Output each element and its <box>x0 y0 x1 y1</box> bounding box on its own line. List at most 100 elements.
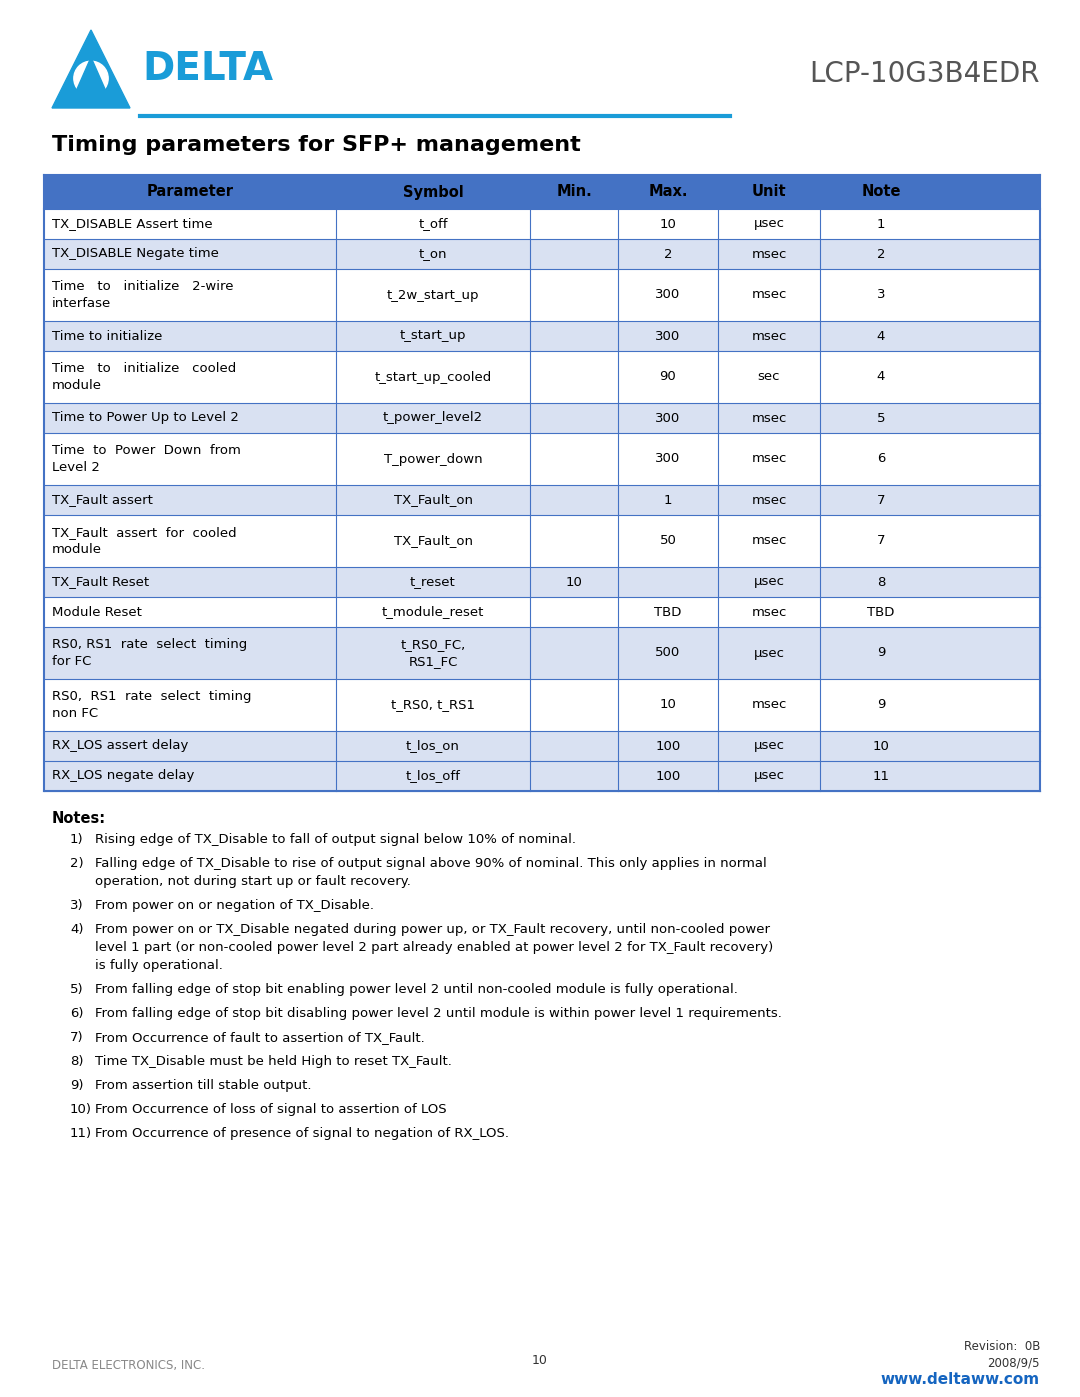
Text: 8): 8) <box>70 1055 83 1067</box>
Text: Falling edge of TX_Disable to rise of output signal above 90% of nominal. This o: Falling edge of TX_Disable to rise of ou… <box>95 856 767 888</box>
Text: 300: 300 <box>656 289 680 302</box>
Text: µsec: µsec <box>754 218 784 231</box>
Text: 9): 9) <box>70 1078 83 1092</box>
Bar <box>44 597 1040 627</box>
Text: t_power_level2: t_power_level2 <box>383 412 483 425</box>
Text: µsec: µsec <box>754 739 784 753</box>
Text: 9: 9 <box>877 698 886 711</box>
Text: 3: 3 <box>877 289 886 302</box>
Text: Timing parameters for SFP+ management: Timing parameters for SFP+ management <box>52 136 581 155</box>
Text: 10: 10 <box>532 1354 548 1366</box>
Text: 500: 500 <box>656 647 680 659</box>
Bar <box>44 239 1040 270</box>
Text: Module Reset: Module Reset <box>52 605 141 619</box>
Text: 50: 50 <box>660 535 676 548</box>
Text: Time  to  Power  Down  from
Level 2: Time to Power Down from Level 2 <box>52 444 241 474</box>
Text: www.deltaww.com: www.deltaww.com <box>881 1372 1040 1386</box>
Bar <box>44 567 1040 597</box>
Text: Rising edge of TX_Disable to fall of output signal below 10% of nominal.: Rising edge of TX_Disable to fall of out… <box>95 833 576 847</box>
Text: msec: msec <box>752 247 786 260</box>
Text: t_2w_start_up: t_2w_start_up <box>387 289 480 302</box>
Text: sec: sec <box>758 370 780 384</box>
Text: TX_Fault  assert  for  cooled
module: TX_Fault assert for cooled module <box>52 527 237 556</box>
Text: msec: msec <box>752 535 786 548</box>
Text: 5: 5 <box>877 412 886 425</box>
Bar <box>44 270 1040 321</box>
Text: RS0, RS1  rate  select  timing
for FC: RS0, RS1 rate select timing for FC <box>52 638 247 668</box>
Text: Min.: Min. <box>556 184 592 200</box>
Text: 10): 10) <box>70 1104 92 1116</box>
Text: From falling edge of stop bit disabling power level 2 until module is within pow: From falling edge of stop bit disabling … <box>95 1007 782 1020</box>
Text: 7: 7 <box>877 535 886 548</box>
Text: TX_Fault_on: TX_Fault_on <box>393 493 473 507</box>
Text: t_reset: t_reset <box>410 576 456 588</box>
Text: 4: 4 <box>877 330 886 342</box>
Bar <box>44 351 1040 402</box>
Bar <box>44 210 1040 239</box>
Text: µsec: µsec <box>754 770 784 782</box>
Text: DELTA ELECTRONICS, INC.: DELTA ELECTRONICS, INC. <box>52 1358 205 1372</box>
Text: TBD: TBD <box>654 605 681 619</box>
Text: 10: 10 <box>873 739 890 753</box>
Text: t_los_off: t_los_off <box>406 770 460 782</box>
Text: Time   to   initialize   2-wire
interfase: Time to initialize 2-wire interfase <box>52 279 233 310</box>
Text: LCP-10G3B4EDR: LCP-10G3B4EDR <box>810 60 1040 88</box>
Text: TX_Fault assert: TX_Fault assert <box>52 493 153 507</box>
Text: t_los_on: t_los_on <box>406 739 460 753</box>
Text: t_RS0, t_RS1: t_RS0, t_RS1 <box>391 698 475 711</box>
Bar <box>44 402 1040 433</box>
Bar <box>44 433 1040 485</box>
Bar <box>44 515 1040 567</box>
Text: msec: msec <box>752 330 786 342</box>
Text: Unit: Unit <box>752 184 786 200</box>
Text: 6: 6 <box>877 453 886 465</box>
Text: From falling edge of stop bit enabling power level 2 until non-cooled module is : From falling edge of stop bit enabling p… <box>95 983 738 996</box>
Text: RX_LOS negate delay: RX_LOS negate delay <box>52 770 194 782</box>
Text: msec: msec <box>752 493 786 507</box>
Text: 90: 90 <box>660 370 676 384</box>
Text: 8: 8 <box>877 576 886 588</box>
Text: msec: msec <box>752 453 786 465</box>
Text: 5): 5) <box>70 983 83 996</box>
Text: 2: 2 <box>877 247 886 260</box>
Text: From Occurrence of loss of signal to assertion of LOS: From Occurrence of loss of signal to ass… <box>95 1104 447 1116</box>
Text: DELTA: DELTA <box>141 50 273 88</box>
Text: 300: 300 <box>656 412 680 425</box>
Text: 10: 10 <box>566 576 582 588</box>
Text: 300: 300 <box>656 453 680 465</box>
Text: t_start_up: t_start_up <box>400 330 467 342</box>
Text: From Occurrence of presence of signal to negation of RX_LOS.: From Occurrence of presence of signal to… <box>95 1127 509 1140</box>
Text: t_off: t_off <box>418 218 448 231</box>
Text: 2008/9/5: 2008/9/5 <box>987 1356 1040 1369</box>
Text: t_on: t_on <box>419 247 447 260</box>
Text: RS0,  RS1  rate  select  timing
non FC: RS0, RS1 rate select timing non FC <box>52 690 252 719</box>
Text: 4: 4 <box>877 370 886 384</box>
Text: From power on or TX_Disable negated during power up, or TX_Fault recovery, until: From power on or TX_Disable negated duri… <box>95 923 773 972</box>
Text: 11: 11 <box>873 770 890 782</box>
Text: Time TX_Disable must be held High to reset TX_Fault.: Time TX_Disable must be held High to res… <box>95 1055 451 1067</box>
Text: Max.: Max. <box>648 184 688 200</box>
Bar <box>44 175 1040 210</box>
Text: 2): 2) <box>70 856 83 870</box>
Bar <box>44 321 1040 351</box>
Bar <box>44 761 1040 791</box>
Text: 3): 3) <box>70 900 83 912</box>
Text: Note: Note <box>861 184 901 200</box>
Text: 4): 4) <box>70 923 83 936</box>
Text: 2: 2 <box>664 247 672 260</box>
Text: 9: 9 <box>877 647 886 659</box>
Bar <box>44 627 1040 679</box>
Text: 300: 300 <box>656 330 680 342</box>
Text: 11): 11) <box>70 1127 92 1140</box>
Bar <box>44 679 1040 731</box>
Text: t_module_reset: t_module_reset <box>382 605 484 619</box>
Text: 1: 1 <box>664 493 672 507</box>
Text: t_start_up_cooled: t_start_up_cooled <box>375 370 491 384</box>
Text: 1: 1 <box>877 218 886 231</box>
Text: RX_LOS assert delay: RX_LOS assert delay <box>52 739 188 753</box>
Circle shape <box>73 61 108 95</box>
Text: Parameter: Parameter <box>147 184 233 200</box>
Text: TX_Fault Reset: TX_Fault Reset <box>52 576 149 588</box>
Text: 100: 100 <box>656 770 680 782</box>
Text: msec: msec <box>752 289 786 302</box>
